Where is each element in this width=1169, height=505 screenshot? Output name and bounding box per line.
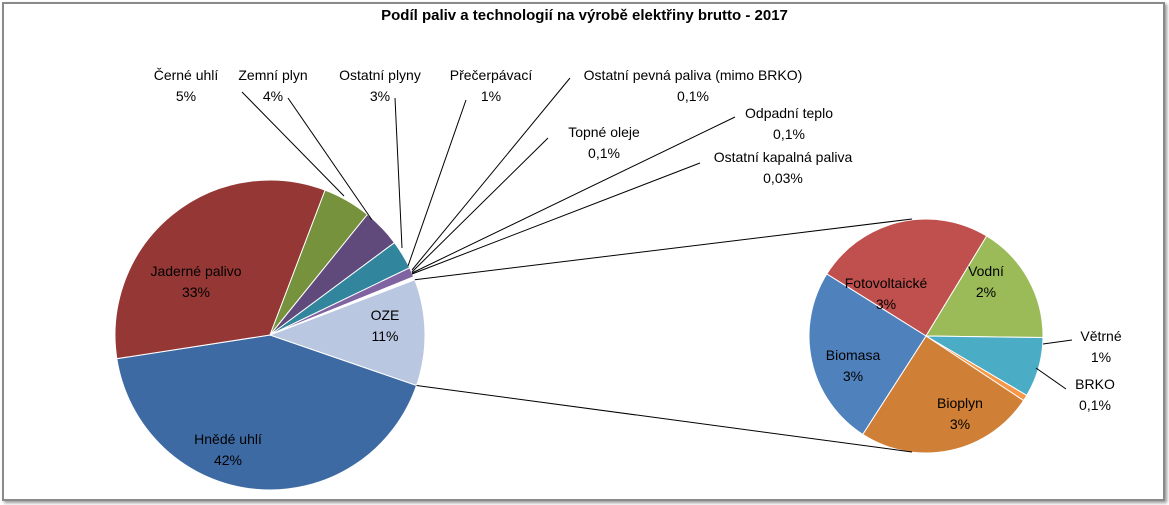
main-oze-label: OZE 11% — [371, 307, 400, 344]
secondary-fotovoltaicke-value-label: 3% — [876, 296, 896, 312]
secondary-slice-fotovoltaicke — [826, 218, 988, 337]
main-ostatni-pevna-paliva-mimo-brko-value-label: 0,1% — [677, 88, 709, 104]
main-ostatni-kapalna-paliva-leader-line — [411, 162, 701, 275]
main-odpadni-teplo-leader-line — [411, 116, 736, 274]
secondary-brko-label: BRKO 0,1% — [1075, 376, 1115, 413]
main-topne-oleje-label: Topné oleje 0,1% — [568, 124, 640, 161]
main-jaderne-palivo-label: Jaderné palivo 33% — [150, 263, 241, 300]
secondary-biomasa-label: Biomasa 3% — [826, 347, 881, 384]
main-cerne-uhli-value-label: 5% — [176, 88, 196, 104]
main-ostatni-kapalna-paliva-name: Ostatní kapalná paliva — [714, 149, 853, 165]
main-oze-value-label: 11% — [372, 328, 399, 344]
secondary-brko-name: BRKO — [1075, 376, 1115, 392]
secondary-fotovoltaicke-label: Fotovoltaické 3% — [845, 275, 928, 312]
secondary-vetrne-value-label: 1% — [1091, 349, 1111, 365]
secondary-bioplyn-value-label: 3% — [950, 416, 970, 432]
main-odpadni-teplo-name: Odpadní teplo — [745, 105, 833, 121]
main-topne-oleje-leader-line — [411, 137, 549, 273]
main-jaderne-palivo-name: Jaderné palivo — [150, 263, 241, 279]
main-ostatni-pevna-paliva-mimo-brko-name: Ostatní pevná paliva (mimo BRKO) — [584, 67, 803, 83]
main-ostatni-pevna-paliva-mimo-brko-leader-line — [411, 77, 571, 271]
main-oze-name: OZE — [371, 307, 400, 323]
main-precerpavaci-value-label: 1% — [481, 88, 501, 104]
secondary-slice-bioplyn — [862, 335, 1025, 454]
main-precerpavaci-name: Přečerpávací — [450, 67, 533, 83]
main-zemni-plyn-label: Zemní plyn 4% — [238, 67, 307, 104]
main-ostatni-plyny-leader-line — [394, 97, 403, 249]
main-jaderne-palivo-value-label: 33% — [182, 284, 210, 300]
main-slice-jaderne-palivo — [114, 179, 326, 360]
secondary-slice-biomasa — [808, 273, 927, 436]
main-topne-oleje-name: Topné oleje — [568, 124, 640, 140]
secondary-brko-value-label: 0,1% — [1079, 397, 1111, 413]
main-slice-oze — [268, 279, 426, 387]
main-hnede-uhli-value-label: 42% — [214, 452, 242, 468]
secondary-vetrne-name: Větrné — [1080, 328, 1121, 344]
main-hnede-uhli-label: Hnědé uhlí 42% — [194, 431, 262, 468]
main-cerne-uhli-label: Černé uhlí 5% — [154, 67, 219, 104]
main-ostatni-plyny-value-label: 3% — [370, 88, 390, 104]
secondary-bioplyn-name: Bioplyn — [937, 395, 983, 411]
secondary-vetrne-leader-line — [1042, 339, 1073, 345]
main-ostatni-plyny-name: Ostatní plyny — [339, 67, 421, 83]
secondary-vodni-name: Vodní — [968, 263, 1004, 279]
chart-title: Podíl paliv a technologií na výrobě elek… — [381, 7, 788, 24]
connector-line-bottom — [416, 384, 913, 453]
main-topne-oleje-value-label: 0,1% — [588, 145, 620, 161]
secondary-bioplyn-label: Bioplyn 3% — [937, 395, 983, 432]
secondary-vodni-value-label: 2% — [976, 284, 996, 300]
main-precerpavaci-leader-line — [407, 99, 467, 267]
main-ostatni-kapalna-paliva-value-label: 0,03% — [763, 170, 803, 186]
main-zemni-plyn-value-label: 4% — [263, 88, 283, 104]
main-odpadni-teplo-label: Odpadní teplo 0,1% — [745, 105, 833, 142]
connector-line-top — [414, 218, 913, 281]
main-zemni-plyn-leader-line — [287, 97, 373, 221]
secondary-biomasa-value-label: 3% — [843, 368, 863, 384]
main-slice-hnede-uhli — [116, 334, 418, 491]
main-cerne-uhli-leader-line — [241, 91, 345, 197]
main-ostatni-plyny-label: Ostatní plyny 3% — [339, 67, 421, 104]
main-precerpavaci-label: Přečerpávací 1% — [450, 67, 533, 104]
main-ostatni-kapalna-paliva-label: Ostatní kapalná paliva 0,03% — [714, 149, 853, 186]
main-zemni-plyn-name: Zemní plyn — [238, 67, 307, 83]
main-ostatni-pevna-paliva-mimo-brko-label: Ostatní pevná paliva (mimo BRKO) 0,1% — [584, 67, 803, 104]
secondary-brko-leader-line — [1035, 367, 1067, 390]
main-odpadni-teplo-value-label: 0,1% — [773, 126, 805, 142]
secondary-biomasa-name: Biomasa — [826, 347, 881, 363]
secondary-fotovoltaicke-name: Fotovoltaické — [845, 275, 928, 291]
secondary-vodni-label: Vodní 2% — [968, 263, 1004, 300]
secondary-vetrne-label: Větrné 1% — [1080, 328, 1121, 365]
secondary-slice-vodni — [925, 235, 1044, 339]
main-hnede-uhli-name: Hnědé uhlí — [194, 431, 262, 447]
main-cerne-uhli-name: Černé uhlí — [154, 67, 219, 83]
